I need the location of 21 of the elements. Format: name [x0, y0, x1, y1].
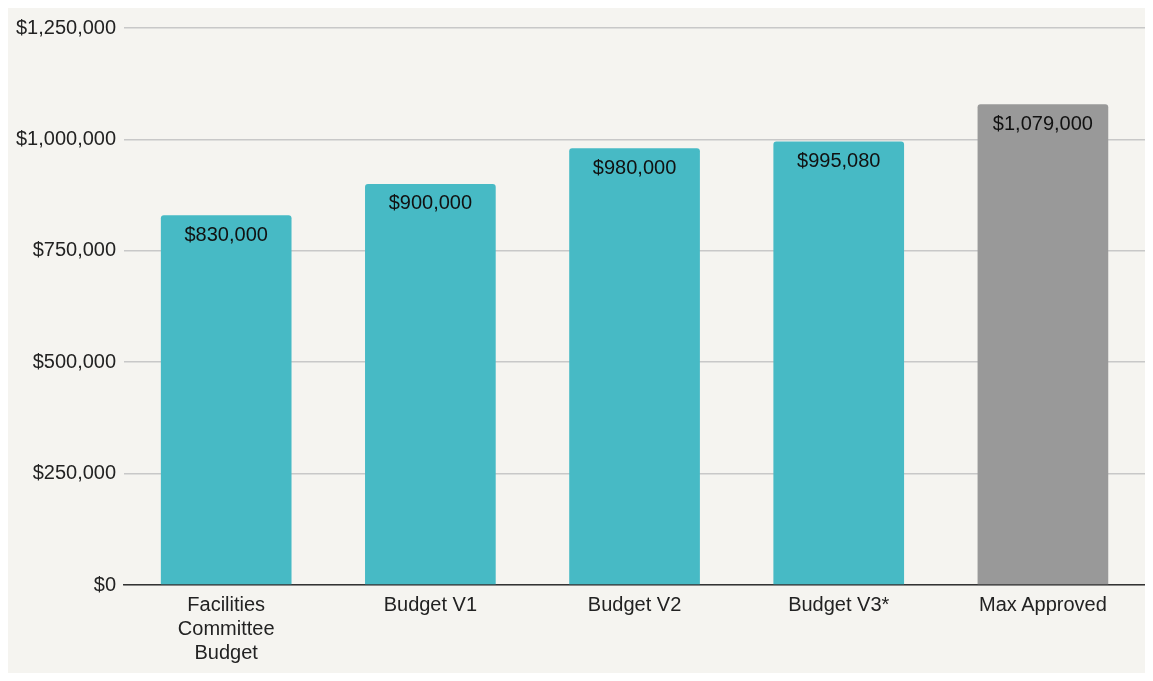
x-tick-label: Budget V2: [587, 592, 682, 615]
data-label: $900,000: [388, 191, 473, 214]
x-tick-label: Budget V1: [383, 592, 478, 615]
y-tick-label: $750,000: [32, 238, 117, 261]
data-label: $980,000: [592, 155, 677, 178]
x-tick-label: Facilities Committee Budget: [177, 592, 275, 663]
x-tick-label: Budget V3*: [788, 592, 890, 615]
data-label: $1,079,000: [992, 111, 1093, 134]
x-tick-label: Max Approved: [978, 592, 1107, 615]
bar: [160, 215, 292, 585]
data-label: $830,000: [184, 222, 268, 245]
y-tick-label: $1,000,000: [15, 126, 117, 149]
bar: [773, 141, 905, 585]
y-tick-label: $500,000: [32, 349, 117, 372]
bar: [365, 183, 496, 585]
bar: [977, 104, 1109, 585]
y-tick-label: $1,250,000: [15, 15, 117, 38]
y-tick-label: $250,000: [32, 461, 117, 484]
bar: [569, 148, 700, 585]
y-tick-label: $0: [93, 572, 117, 595]
data-label: $995,080: [797, 149, 881, 172]
